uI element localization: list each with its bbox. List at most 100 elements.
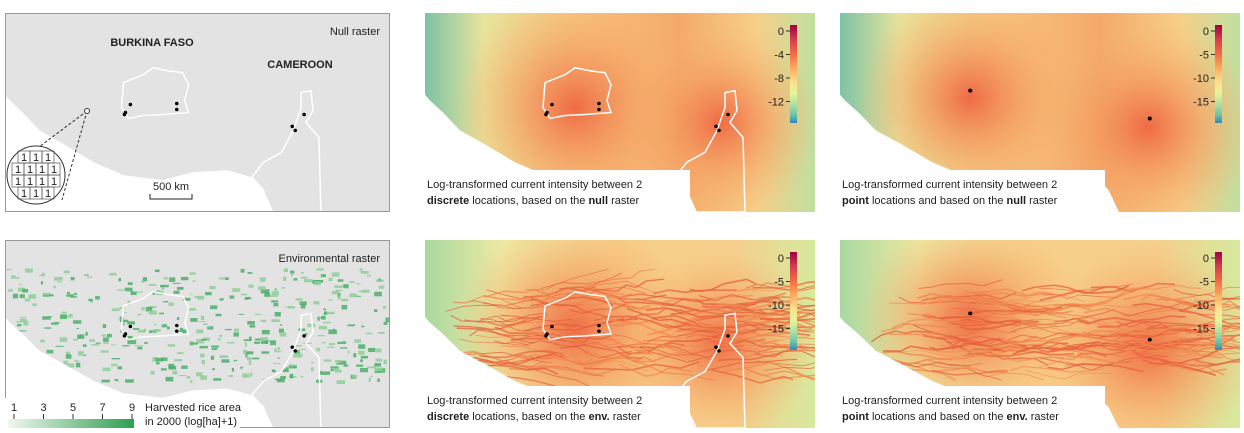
rice-patch bbox=[360, 368, 368, 372]
rice-patch bbox=[78, 351, 84, 356]
rice-patch bbox=[329, 343, 335, 345]
caption: point locations and based on the null ra… bbox=[842, 195, 1058, 207]
rice-patch bbox=[135, 345, 143, 346]
rice-patch bbox=[167, 327, 170, 330]
rice-patch bbox=[177, 352, 183, 354]
rice-patch bbox=[332, 272, 340, 276]
rice-patch bbox=[379, 286, 385, 289]
rice-patch bbox=[241, 294, 247, 296]
rice-patch bbox=[258, 286, 265, 290]
rice-patch bbox=[47, 361, 50, 365]
location-dot bbox=[544, 113, 548, 117]
location-dot bbox=[293, 129, 297, 133]
rice-patch bbox=[149, 311, 157, 315]
rice-patch bbox=[280, 324, 282, 325]
rice-patch bbox=[212, 368, 215, 370]
rice-patch bbox=[219, 298, 223, 300]
rice-patch bbox=[19, 284, 22, 285]
rice-patch bbox=[290, 374, 294, 379]
rice-patch bbox=[164, 277, 168, 279]
scale-bar bbox=[150, 194, 192, 199]
rice-patch bbox=[66, 316, 73, 318]
rice-patch bbox=[328, 330, 336, 335]
caption-part: point bbox=[842, 195, 869, 207]
grid-value: 1 bbox=[27, 164, 33, 176]
rice-patch bbox=[318, 335, 325, 336]
rice-patch bbox=[301, 376, 303, 378]
rice-patch bbox=[225, 329, 232, 330]
rice-patch bbox=[261, 351, 269, 353]
rice-patch bbox=[66, 370, 74, 372]
rice-patch bbox=[356, 365, 363, 367]
rice-patch bbox=[192, 281, 195, 283]
colorbar-label: -8 bbox=[774, 73, 784, 85]
rice-patch bbox=[54, 277, 63, 281]
rice-patch bbox=[311, 367, 314, 371]
rice-patch bbox=[307, 324, 315, 328]
rice-patch bbox=[324, 359, 332, 361]
rice-patch bbox=[270, 341, 276, 345]
rice-patch bbox=[30, 350, 36, 353]
location-dot bbox=[726, 113, 730, 117]
location-dot bbox=[175, 102, 179, 106]
rice-patch bbox=[62, 312, 67, 314]
caption: point locations and based on the env. ra… bbox=[842, 411, 1059, 423]
rice-patch bbox=[234, 329, 239, 332]
rice-patch bbox=[374, 363, 381, 366]
colorbar-label: -10 bbox=[768, 300, 784, 312]
rice-patch bbox=[273, 303, 278, 306]
rice-patch bbox=[73, 320, 81, 323]
location-dot bbox=[968, 89, 972, 93]
rice-patch bbox=[323, 322, 331, 324]
caption: Log-transformed current intensity betwee… bbox=[427, 395, 642, 407]
rice-patch bbox=[173, 291, 179, 294]
rice-patch bbox=[199, 321, 206, 322]
rice-patch bbox=[200, 354, 204, 358]
rice-patch bbox=[53, 286, 55, 289]
rice-patch bbox=[20, 317, 26, 318]
rice-patch bbox=[353, 353, 356, 357]
rice-patch bbox=[76, 328, 79, 329]
colorbar-label: -10 bbox=[1193, 300, 1209, 312]
rice-patch bbox=[374, 292, 382, 297]
rice-patch bbox=[169, 277, 175, 282]
colorbar bbox=[1215, 252, 1222, 350]
rice-patch bbox=[209, 286, 215, 289]
colorbar-label: -5 bbox=[774, 277, 784, 289]
rice-patch bbox=[166, 377, 174, 382]
caption-part: discrete bbox=[427, 411, 469, 423]
colorbar bbox=[790, 252, 797, 350]
rice-patch bbox=[340, 347, 347, 348]
rice-patch bbox=[362, 290, 370, 293]
rice-patch bbox=[141, 307, 144, 310]
rice-patch bbox=[213, 378, 221, 381]
rice-patch bbox=[119, 278, 122, 281]
location-dot bbox=[123, 113, 127, 117]
rice-patch bbox=[274, 348, 276, 352]
rice-patch bbox=[109, 273, 117, 276]
location-dot bbox=[550, 325, 554, 328]
rice-patch bbox=[162, 324, 167, 327]
rice-patch bbox=[66, 354, 72, 358]
caption-part: env. bbox=[588, 411, 609, 423]
rice-patch bbox=[255, 338, 261, 340]
rice-patch bbox=[336, 363, 342, 364]
rice-patch bbox=[275, 379, 283, 381]
caption-part: locations, based on the bbox=[469, 195, 588, 207]
rice-patch bbox=[201, 316, 204, 320]
rice-patch bbox=[227, 342, 234, 344]
rice-patch bbox=[361, 326, 364, 328]
panel-title: Null raster bbox=[330, 26, 380, 38]
rice-patch bbox=[293, 278, 297, 280]
rice-patch bbox=[60, 337, 68, 342]
rice-patch bbox=[9, 380, 12, 383]
panel-title: Environmental raster bbox=[279, 253, 381, 265]
rice-patch bbox=[367, 366, 376, 368]
rice-patch bbox=[169, 302, 174, 306]
rice-patch bbox=[385, 318, 390, 323]
location-dot bbox=[714, 345, 718, 348]
rice-patch bbox=[347, 324, 355, 326]
rice-patch bbox=[350, 293, 357, 297]
location-dot bbox=[597, 329, 601, 332]
rice-patch bbox=[23, 362, 31, 365]
